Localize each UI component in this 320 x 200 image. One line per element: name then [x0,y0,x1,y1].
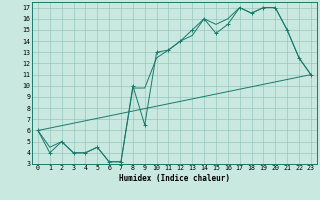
X-axis label: Humidex (Indice chaleur): Humidex (Indice chaleur) [119,174,230,183]
